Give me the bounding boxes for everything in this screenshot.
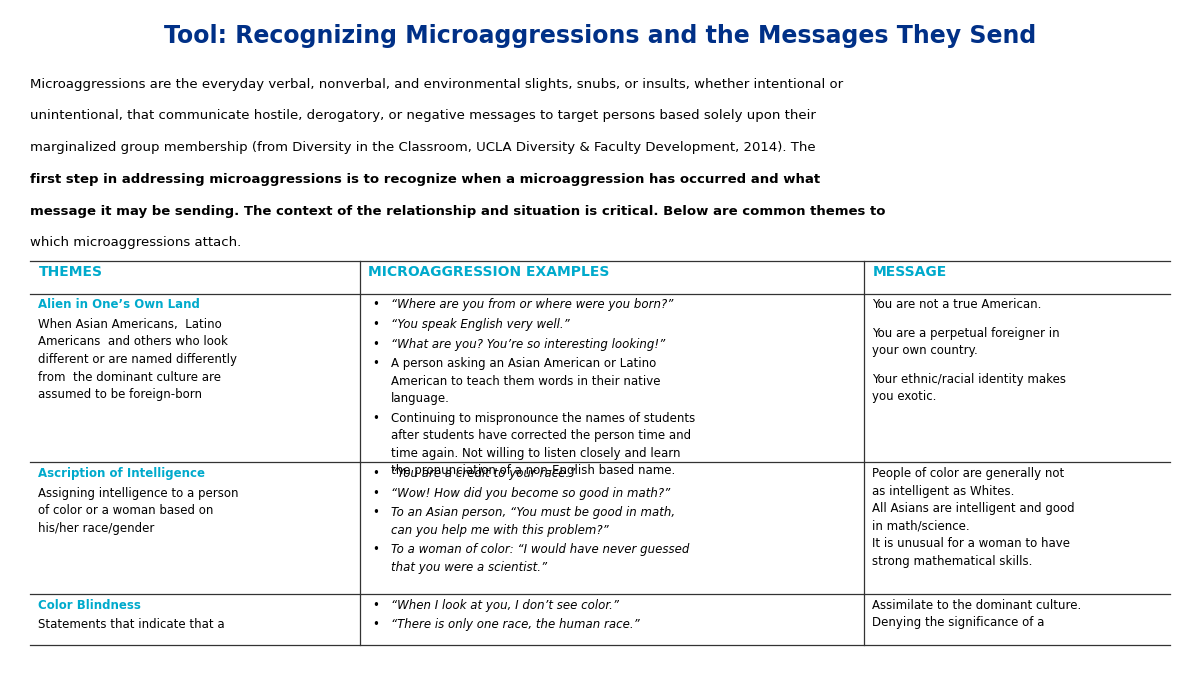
Text: his/her race/gender: his/her race/gender — [38, 522, 155, 535]
Text: time again. Not willing to listen closely and learn: time again. Not willing to listen closel… — [391, 447, 680, 460]
Text: When Asian Americans,  Latino: When Asian Americans, Latino — [38, 318, 222, 331]
Text: Statements that indicate that a: Statements that indicate that a — [38, 618, 226, 631]
Text: THEMES: THEMES — [38, 265, 102, 279]
Text: assumed to be foreign-born: assumed to be foreign-born — [38, 388, 203, 401]
Text: Continuing to mispronounce the names of students: Continuing to mispronounce the names of … — [391, 412, 696, 425]
Text: “What are you? You’re so interesting looking!”: “What are you? You’re so interesting loo… — [391, 338, 666, 350]
Text: first step in addressing microaggressions is to recognize when a microaggression: first step in addressing microaggression… — [30, 173, 820, 186]
Text: MICROAGGRESSION EXAMPLES: MICROAGGRESSION EXAMPLES — [368, 265, 610, 279]
Text: Color Blindness: Color Blindness — [38, 599, 142, 612]
Text: •: • — [372, 318, 379, 331]
Text: the pronunciation of a non-English based name.: the pronunciation of a non-English based… — [391, 464, 676, 477]
Text: You are not a true American.: You are not a true American. — [872, 298, 1042, 311]
Text: •: • — [372, 467, 379, 480]
Text: It is unusual for a woman to have: It is unusual for a woman to have — [872, 537, 1070, 550]
Text: People of color are generally not: People of color are generally not — [872, 467, 1064, 480]
Text: All Asians are intelligent and good: All Asians are intelligent and good — [872, 502, 1075, 515]
Text: you exotic.: you exotic. — [872, 390, 937, 403]
Text: language.: language. — [391, 392, 450, 405]
Text: marginalized group membership (from Diversity in the Classroom, UCLA Diversity &: marginalized group membership (from Dive… — [30, 141, 816, 154]
Text: different or are named differently: different or are named differently — [38, 353, 238, 366]
Text: “You are a credit to your race.”: “You are a credit to your race.” — [391, 467, 576, 480]
Text: Tool: Recognizing Microaggressions and the Messages They Send: Tool: Recognizing Microaggressions and t… — [164, 24, 1036, 48]
Text: “There is only one race, the human race.”: “There is only one race, the human race.… — [391, 618, 640, 631]
Text: American to teach them words in their native: American to teach them words in their na… — [391, 375, 661, 387]
Text: in math/science.: in math/science. — [872, 520, 970, 533]
Text: •: • — [372, 357, 379, 370]
Text: Americans  and others who look: Americans and others who look — [38, 335, 228, 348]
Text: Alien in One’s Own Land: Alien in One’s Own Land — [38, 298, 200, 311]
Text: “Wow! How did you become so good in math?”: “Wow! How did you become so good in math… — [391, 487, 671, 499]
Text: Assigning intelligence to a person: Assigning intelligence to a person — [38, 487, 239, 499]
Text: from  the dominant culture are: from the dominant culture are — [38, 371, 222, 383]
Text: as intelligent as Whites.: as intelligent as Whites. — [872, 485, 1015, 497]
Text: strong mathematical skills.: strong mathematical skills. — [872, 555, 1033, 568]
Text: To a woman of color: “I would have never guessed: To a woman of color: “I would have never… — [391, 543, 690, 556]
Text: MESSAGE: MESSAGE — [872, 265, 947, 279]
Text: your own country.: your own country. — [872, 344, 978, 357]
Text: •: • — [372, 506, 379, 519]
Text: •: • — [372, 599, 379, 612]
Text: “When I look at you, I don’t see color.”: “When I look at you, I don’t see color.” — [391, 599, 619, 612]
Text: •: • — [372, 618, 379, 631]
Text: after students have corrected the person time and: after students have corrected the person… — [391, 429, 691, 442]
Text: •: • — [372, 298, 379, 311]
Text: can you help me with this problem?”: can you help me with this problem?” — [391, 524, 608, 537]
Text: Denying the significance of a: Denying the significance of a — [872, 616, 1045, 629]
Text: “You speak English very well.”: “You speak English very well.” — [391, 318, 570, 331]
Text: which microaggressions attach.: which microaggressions attach. — [30, 236, 241, 249]
Text: •: • — [372, 487, 379, 499]
Text: that you were a scientist.”: that you were a scientist.” — [391, 561, 547, 574]
Text: To an Asian person, “You must be good in math,: To an Asian person, “You must be good in… — [391, 506, 676, 519]
Text: •: • — [372, 338, 379, 350]
Text: Ascription of Intelligence: Ascription of Intelligence — [38, 467, 205, 480]
Text: •: • — [372, 543, 379, 556]
Text: message it may be sending. The context of the relationship and situation is crit: message it may be sending. The context o… — [30, 205, 886, 217]
Text: •: • — [372, 412, 379, 425]
Text: unintentional, that communicate hostile, derogatory, or negative messages to tar: unintentional, that communicate hostile,… — [30, 109, 816, 122]
Text: “Where are you from or where were you born?”: “Where are you from or where were you bo… — [391, 298, 673, 311]
Text: A person asking an Asian American or Latino: A person asking an Asian American or Lat… — [391, 357, 656, 370]
Text: of color or a woman based on: of color or a woman based on — [38, 504, 214, 517]
Text: Assimilate to the dominant culture.: Assimilate to the dominant culture. — [872, 599, 1081, 612]
Text: Microaggressions are the everyday verbal, nonverbal, and environmental slights, : Microaggressions are the everyday verbal… — [30, 78, 844, 90]
Text: You are a perpetual foreigner in: You are a perpetual foreigner in — [872, 327, 1060, 340]
Text: Your ethnic/racial identity makes: Your ethnic/racial identity makes — [872, 373, 1067, 385]
